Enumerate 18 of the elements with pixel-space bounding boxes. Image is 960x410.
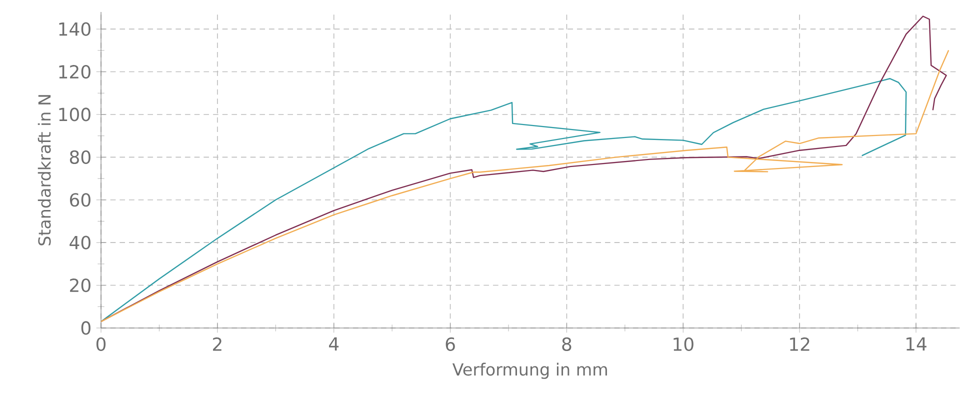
y-tick-label: 20 bbox=[70, 278, 90, 292]
x-tick-label: 14 bbox=[906, 337, 926, 350]
x-tick-label: 0 bbox=[96, 337, 106, 351]
y-tick-label: 0 bbox=[81, 321, 90, 335]
y-tick-label: 100 bbox=[59, 108, 90, 122]
y-axis-title: Standardkraft in N bbox=[38, 95, 51, 246]
x-tick-label: 12 bbox=[790, 337, 810, 351]
y-tick-label: 60 bbox=[70, 193, 90, 207]
y-tick-label: 40 bbox=[70, 236, 90, 250]
x-axis-title: Verformung in mm bbox=[452, 362, 607, 379]
x-tick-label: 10 bbox=[674, 337, 694, 351]
x-tick-label: 2 bbox=[213, 337, 222, 351]
y-tick-label: 80 bbox=[70, 150, 90, 164]
y-tick-label: 140 bbox=[59, 22, 90, 36]
y-tick-label: 120 bbox=[59, 64, 90, 79]
x-tick-label: 6 bbox=[446, 337, 455, 351]
x-tick-label: 4 bbox=[329, 337, 339, 350]
x-tick-label: 8 bbox=[562, 337, 572, 351]
